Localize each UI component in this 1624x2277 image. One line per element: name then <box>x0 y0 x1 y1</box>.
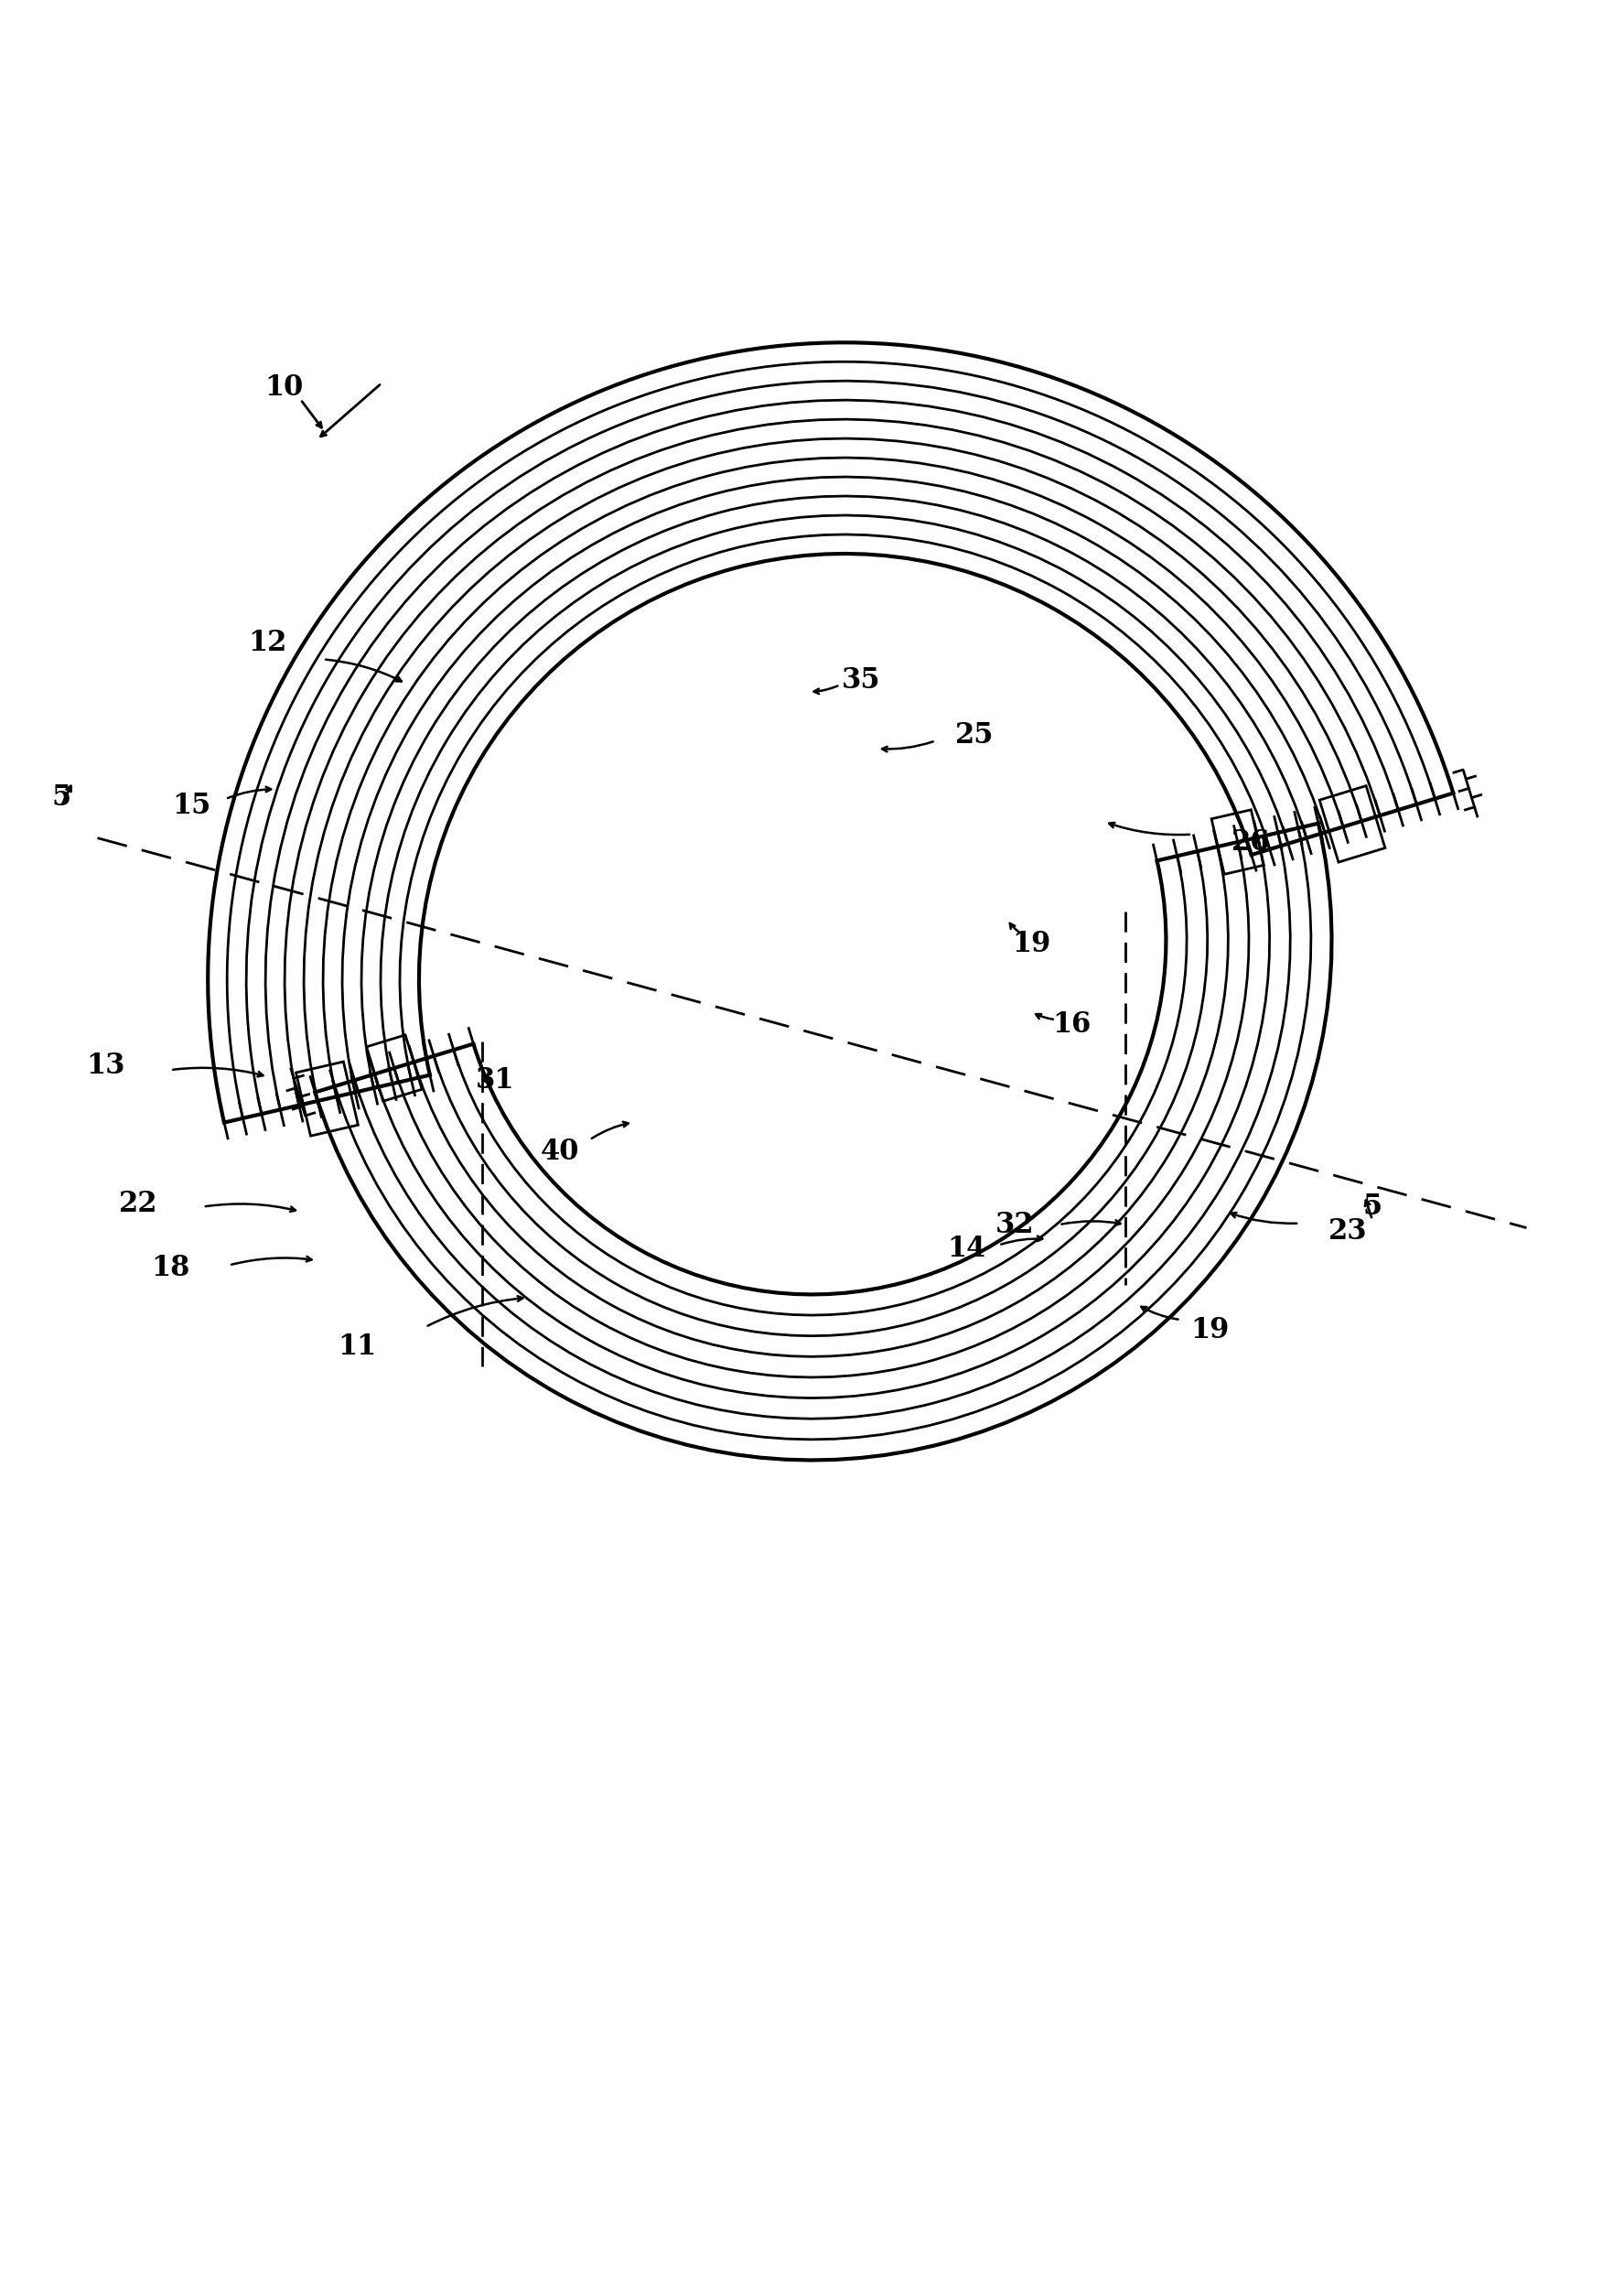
Text: 19: 19 <box>1190 1316 1229 1343</box>
Text: 22: 22 <box>119 1189 158 1218</box>
Text: 12: 12 <box>248 628 287 658</box>
Text: 14: 14 <box>947 1234 986 1264</box>
Text: 32: 32 <box>996 1211 1034 1239</box>
Text: 10: 10 <box>265 373 304 403</box>
Text: 16: 16 <box>1052 1011 1091 1038</box>
Text: 5: 5 <box>1363 1193 1382 1220</box>
Text: 25: 25 <box>955 722 994 749</box>
Text: 26: 26 <box>1231 829 1270 856</box>
Text: 23: 23 <box>1328 1216 1367 1246</box>
Text: 18: 18 <box>151 1255 190 1282</box>
Text: 31: 31 <box>476 1066 515 1095</box>
Text: 19: 19 <box>1012 929 1051 959</box>
Text: 15: 15 <box>172 792 211 820</box>
Text: 35: 35 <box>841 667 880 694</box>
Text: 13: 13 <box>86 1052 125 1079</box>
Text: 40: 40 <box>541 1136 580 1166</box>
Text: 5: 5 <box>52 783 71 811</box>
Text: 11: 11 <box>338 1332 377 1362</box>
